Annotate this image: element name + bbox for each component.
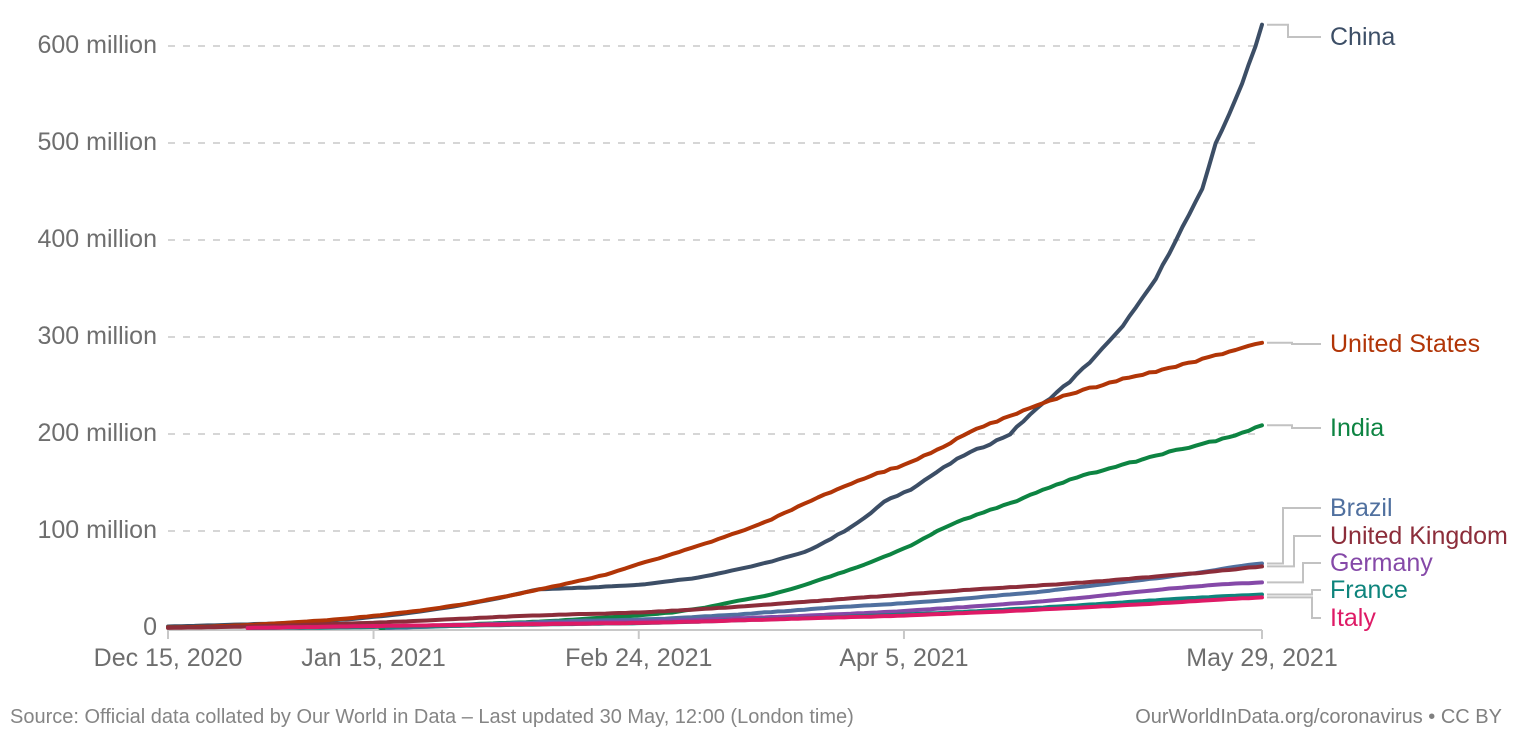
label-connector-united-states [1267,341,1321,345]
label-connector-italy [1267,596,1321,619]
series-label-brazil[interactable]: Brazil [1330,494,1393,522]
y-tick-label: 500 million [37,128,157,156]
series-label-united-states[interactable]: United States [1330,330,1481,358]
series-label-united-kingdom[interactable]: United Kingdom [1330,522,1508,550]
x-tick-label: Dec 15, 2020 [93,644,243,672]
y-tick-label: 400 million [37,225,157,253]
label-connector-brazil [1267,507,1321,565]
label-connector-germany [1267,562,1321,584]
owid-link[interactable]: OurWorldInData.org/coronavirus [1135,706,1423,728]
series-line-italy[interactable] [245,595,1264,630]
series-label-china[interactable]: China [1330,23,1396,51]
y-tick-label: 600 million [37,31,157,59]
credit: OurWorldInData.org/coronavirus • CC BY [1135,702,1502,732]
series-label-germany[interactable]: Germany [1330,549,1433,577]
label-connector-united-kingdom [1267,535,1321,568]
label-connector-india [1267,424,1321,429]
source-note: Source: Official data collated by Our Wo… [10,706,854,728]
y-tick-label: 200 million [37,419,157,447]
x-tick-label: May 29, 2021 [1186,644,1338,672]
series-label-italy[interactable]: Italy [1330,604,1376,632]
series-line-india[interactable] [378,423,1264,630]
chart-footer: Source: Official data collated by Our Wo… [10,702,1502,732]
label-connector-france [1267,589,1321,596]
y-tick-label: 100 million [37,516,157,544]
license-note: • CC BY [1422,706,1502,728]
series-line-china[interactable] [166,22,1264,629]
y-tick-label: 0 [143,613,157,641]
series-line-united-kingdom[interactable] [166,564,1264,630]
series-line-united-states[interactable] [166,340,1264,630]
x-tick-label: Apr 5, 2021 [839,644,969,672]
x-tick-label: Jan 15, 2021 [301,644,446,672]
series-label-india[interactable]: India [1330,414,1385,442]
y-tick-label: 300 million [37,322,157,350]
label-connector-china [1267,23,1321,38]
x-tick-label: Feb 24, 2021 [565,644,713,672]
series-label-france[interactable]: France [1330,576,1408,604]
